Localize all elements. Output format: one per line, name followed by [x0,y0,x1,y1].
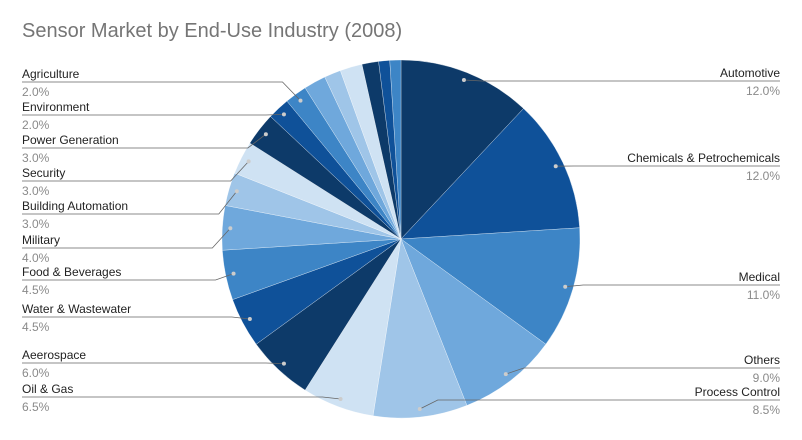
leader-line [22,161,249,182]
slice-value: 4.0% [22,251,50,265]
slice-value: 3.0% [22,217,50,231]
leader-dot [281,361,286,366]
slice-label: Medical [739,270,780,284]
slice-value: 2.0% [22,85,50,99]
leader-line [505,367,780,375]
leader-dot [231,271,236,276]
slice-value: 3.0% [22,184,50,198]
leader-dot [228,226,233,231]
leader-line [22,133,267,149]
pie-slice [389,59,402,240]
slice-label: Agriculture [22,67,80,81]
slice-value: 4.5% [22,320,50,334]
leader-line [565,284,780,288]
slice-value: 6.0% [22,366,50,380]
slice-value: 8.5% [753,403,781,417]
pie-slice-chemicals-petrochemicals [400,108,580,240]
pie-slice-medical [400,227,581,345]
leader-line [419,399,780,410]
slice-label: Water & Wastewater [22,302,131,316]
leader-dot [417,406,422,411]
leader-dot [247,317,252,322]
slice-label: Automotive [720,66,780,80]
slice-label: Building Automation [22,199,128,213]
pie-slice-others [400,238,547,406]
slice-value: 12.0% [746,84,780,98]
slice-value: 4.5% [22,283,50,297]
slice-label: Oil & Gas [22,382,73,396]
leader-dot [281,112,286,117]
slice-label: Power Generation [22,133,119,147]
pie-slice-process-control [372,238,468,419]
leader-dot [563,284,568,289]
slice-label: Others [744,353,780,367]
pie-slice-automotive [400,59,524,240]
slice-label: Environment [22,100,90,114]
slice-label: Security [22,166,65,180]
leader-dot [263,132,268,137]
leader-dot [338,396,343,401]
leader-dot [503,372,508,377]
leader-dot [461,78,466,83]
leader-line [22,362,284,365]
leader-dot [553,164,558,169]
leader-line [22,113,284,116]
slice-label: Military [22,233,60,247]
slice-label: Chemicals & Petrochemicals [627,151,780,165]
leader-line [22,396,341,400]
leader-line [22,227,231,249]
slice-value: 11.0% [747,288,780,302]
slice-value: 12.0% [746,169,780,183]
leader-dot [298,98,303,103]
leader-line [463,79,780,82]
chart-title: Sensor Market by End-Use Industry (2008) [22,20,403,42]
slice-value: 9.0% [753,371,781,385]
leader-line [22,81,301,101]
leader-line [22,316,250,320]
slice-label: Aeerospace [22,348,86,362]
leader-line [22,273,234,281]
slice-value: 3.0% [22,151,50,165]
slice-label: Food & Beverages [22,265,121,279]
leader-dot [246,159,251,164]
slice-label: Process Control [695,385,780,399]
leader-dot [234,189,239,194]
slice-value: 6.5% [22,400,50,414]
leader-line [22,191,238,215]
slice-value: 2.0% [22,118,50,132]
